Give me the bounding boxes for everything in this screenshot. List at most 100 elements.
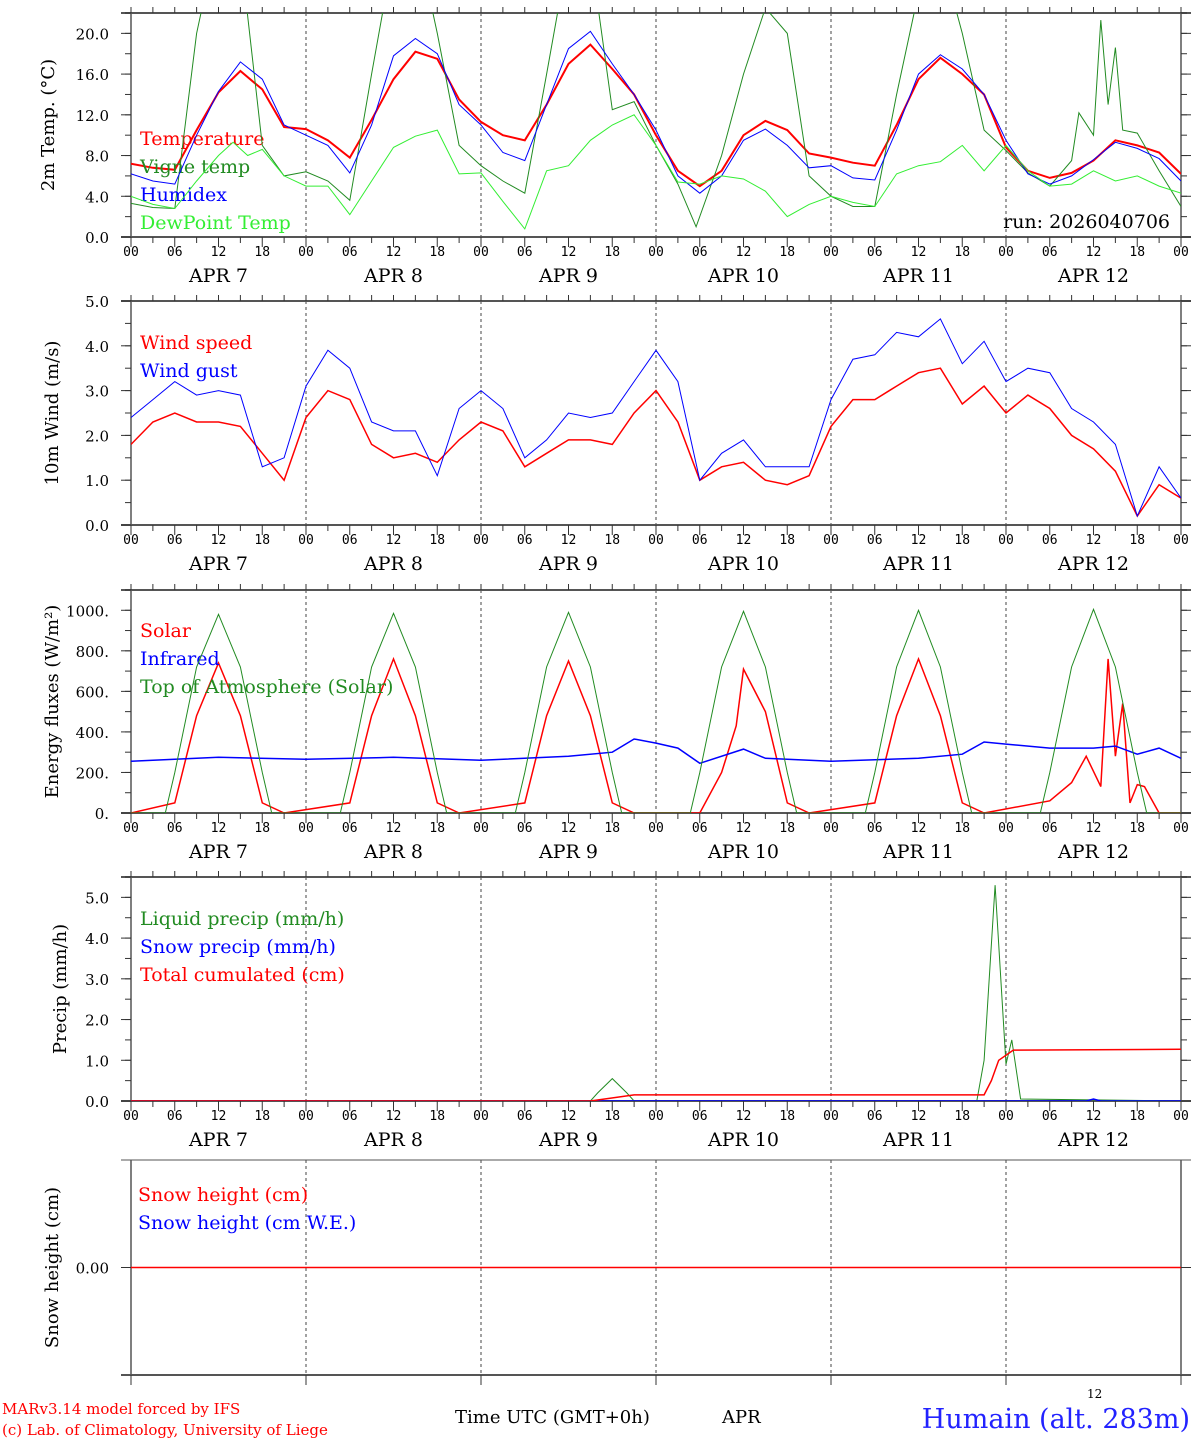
x-hour-label: 06: [517, 533, 533, 548]
panel-1: 00 06 12 18 00 06 12 18 00 06 12 18 00 06 12 18 00 06 12 18…: [38, 7, 1191, 287]
y-tick-label: 0.0: [85, 229, 109, 247]
y-tick-label: 3.0: [85, 971, 109, 989]
series-line-infrared: [131, 738, 1181, 765]
x-hour-label: 12: [211, 821, 227, 836]
x-hour-label: 06: [1042, 245, 1058, 260]
panel-4: 00 06 12 18 00 06 12 18 00 06 12 18 00 06 12 18 00 06 12 18…: [50, 871, 1191, 1151]
series-line-humidex: [131, 30, 1181, 194]
series-line-snow-precip-mm-h-: [131, 1098, 1181, 1101]
x-hour-label: 12: [386, 821, 402, 836]
series-line-wind-speed: [131, 367, 1181, 518]
x-hour-label: 18: [604, 533, 620, 548]
x-day-label: APR 8: [363, 841, 423, 863]
x-hour-label: 06: [517, 1109, 533, 1124]
x-hour-label: 00: [648, 1109, 664, 1124]
x-hour-label: 00: [123, 821, 139, 836]
month-label: APR: [721, 1407, 761, 1428]
x-hour-label: 06: [692, 245, 708, 260]
x-hour-label: 18: [954, 821, 970, 836]
x-hour-label: 12: [561, 1109, 577, 1124]
x-hour-label: 18: [954, 245, 970, 260]
x-day-label: APR 10: [707, 841, 779, 863]
x-day-label: APR 8: [363, 553, 423, 575]
x-hour-label: 12: [211, 1109, 227, 1124]
y-tick-label: 1.0: [85, 472, 109, 490]
x-day-label: APR 11: [882, 1129, 954, 1151]
x-hour-label: 18: [254, 245, 270, 260]
x-hour-label: 12: [1086, 821, 1102, 836]
y-tick-label: 5.0: [85, 889, 109, 907]
x-hour-label: 00: [298, 821, 314, 836]
x-hour-label: 12: [211, 245, 227, 260]
x-hour-label: 06: [167, 245, 183, 260]
panel-2: 00 06 12 18 00 06 12 18 00 06 12 18 00 06 12 18 00 06 12 18…: [42, 293, 1191, 575]
y-axis-label: 10m Wind (m/s): [42, 341, 63, 486]
x-hour-label: 00: [473, 533, 489, 548]
legend-entry: Total cumulated (cm): [140, 964, 345, 986]
x-hour-label: 18: [604, 245, 620, 260]
station-title: Humain (alt. 283m): [922, 1404, 1190, 1435]
x-hour-label: 00: [473, 821, 489, 836]
x-hour-label: 00: [123, 245, 139, 260]
series-line-temperature: [131, 43, 1181, 188]
y-tick-label: 2.0: [85, 1012, 109, 1030]
legend-entry: Snow precip (mm/h): [140, 936, 336, 958]
series-line-dewpoint-temp: [131, 114, 1181, 230]
x-hour-label: 06: [342, 245, 358, 260]
x-hour-label: 00: [648, 821, 664, 836]
x-hour-label: 06: [692, 1109, 708, 1124]
y-tick-label: 600.: [76, 683, 109, 701]
x-hour-label: 06: [1042, 533, 1058, 548]
x-hour-label: 00: [1173, 533, 1189, 548]
x-hour-label: 18: [429, 1109, 445, 1124]
x-day-label: APR 11: [882, 553, 954, 575]
y-axis-label: Precip (mm/h): [50, 924, 71, 1054]
legend-entry: Wind speed: [140, 332, 252, 354]
x-hour-label: 12: [736, 821, 752, 836]
x-hour-label: 00: [473, 1109, 489, 1124]
legend-entry: DewPoint Temp: [140, 212, 291, 234]
x-hour-label: 12: [736, 533, 752, 548]
y-tick-label: 12.0: [76, 107, 109, 125]
legend-entry: Solar: [140, 620, 192, 642]
y-tick-label: 0.: [95, 805, 109, 823]
x-hour-label: 18: [254, 821, 270, 836]
y-tick-label: 2.0: [85, 427, 109, 445]
x-hour-label: 12: [561, 533, 577, 548]
x-hour-label: 18: [429, 533, 445, 548]
x-day-label: APR 9: [538, 841, 598, 863]
x-hour-label: 06: [692, 533, 708, 548]
x-hour-label: 06: [342, 821, 358, 836]
x-hour-label: 12: [386, 245, 402, 260]
x-hour-label: 06: [342, 1109, 358, 1124]
x-hour-label: 18: [779, 821, 795, 836]
x-hour-label: 12: [911, 245, 927, 260]
x-hour-label: 12: [1086, 245, 1102, 260]
legend-entry: Top of Atmosphere (Solar): [140, 676, 393, 698]
x-hour-label: 06: [867, 533, 883, 548]
x-hour-label: 18: [429, 245, 445, 260]
x-axis-label: Time UTC (GMT+0h): [455, 1407, 650, 1428]
series-line-total-cumulated-cm-: [131, 1048, 1181, 1101]
x-day-label: APR 7: [188, 841, 248, 863]
x-hour-label: 12: [386, 533, 402, 548]
x-hour-label: 00: [1173, 245, 1189, 260]
x-hour-label: 00: [473, 245, 489, 260]
y-tick-label: 5.0: [85, 293, 109, 311]
run-annotation: run: 2026040706: [1003, 211, 1170, 233]
x-hour-label: 18: [254, 1109, 270, 1124]
x-hour-label: 06: [1042, 821, 1058, 836]
x-hour-label: 06: [867, 821, 883, 836]
x-hour-label: 18: [429, 821, 445, 836]
series-line-vigne-temp: [131, 13, 1181, 229]
y-tick-label: 4.0: [85, 930, 109, 948]
legend-entry: Vigne temp: [139, 156, 250, 178]
series-line-solar: [131, 656, 1181, 813]
x-hour-label: 06: [167, 821, 183, 836]
x-hour-label: 12: [736, 245, 752, 260]
x-hour-label: 18: [954, 533, 970, 548]
legend-entry: Snow height (cm): [138, 1184, 308, 1206]
x-hour-label: 00: [823, 245, 839, 260]
y-tick-label: 1.0: [85, 1052, 109, 1070]
